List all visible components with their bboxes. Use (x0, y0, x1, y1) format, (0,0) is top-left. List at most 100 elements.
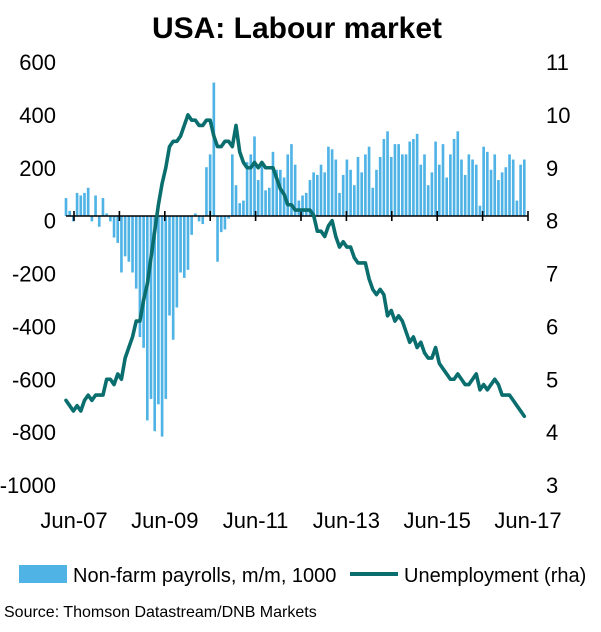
payrolls-bar (116, 216, 120, 243)
right-tick-label: 7 (546, 262, 558, 287)
right-tick-label: 8 (546, 209, 558, 234)
payrolls-bar (511, 159, 515, 216)
payrolls-bar (86, 187, 90, 216)
payrolls-bar (452, 139, 456, 216)
plot-area (64, 82, 529, 437)
payrolls-bar (364, 154, 367, 216)
x-tick-label: Jun-09 (131, 508, 198, 533)
source-note: Source: Thomson Datastream/DNB Markets (4, 604, 317, 621)
payrolls-bar (75, 192, 79, 216)
payrolls-bar (386, 131, 389, 216)
left-tick-label: 0 (44, 209, 56, 234)
payrolls-bar (120, 216, 123, 273)
payrolls-bar (223, 216, 227, 230)
legend-bars-label: Non-farm payrolls, m/m, 1000 (73, 565, 336, 587)
payrolls-bar (138, 216, 142, 338)
payrolls-bar (194, 213, 197, 216)
payrolls-bar (301, 195, 304, 216)
payrolls-bar (486, 151, 489, 216)
right-tick-label: 10 (546, 103, 570, 128)
right-tick-label: 11 (546, 50, 569, 75)
payrolls-bar (175, 216, 179, 308)
payrolls-bar (304, 192, 308, 216)
right-tick-label: 3 (546, 473, 558, 498)
payrolls-bar (212, 82, 216, 216)
left-tick-label: 400 (19, 103, 56, 128)
payrolls-bar (460, 159, 463, 216)
payrolls-bar (190, 216, 193, 235)
x-tick-label: Jun-11 (223, 508, 289, 533)
payrolls-bar (378, 156, 382, 216)
payrolls-bar (234, 185, 238, 216)
x-tick-label: Jun-07 (40, 508, 107, 533)
payrolls-bar (293, 164, 297, 216)
payrolls-bar (382, 139, 386, 216)
payrolls-bar (500, 172, 504, 216)
payrolls-bar (186, 216, 190, 270)
payrolls-bar (415, 133, 419, 216)
payrolls-bar (474, 164, 478, 216)
payrolls-bar (149, 216, 153, 399)
legend-line-label: Unemployment (rha) (404, 565, 586, 587)
payrolls-bar (201, 216, 205, 225)
payrolls-bar (231, 154, 234, 216)
payrolls-bar (127, 216, 131, 262)
payrolls-bar (441, 144, 445, 216)
payrolls-bar (404, 154, 408, 216)
payrolls-bar (131, 216, 134, 273)
payrolls-bar (397, 144, 400, 216)
right-tick-label: 9 (546, 156, 558, 181)
payrolls-bar (267, 187, 271, 216)
payrolls-bar (478, 205, 482, 216)
payrolls-bar (408, 141, 412, 216)
left-tick-label: -800 (12, 420, 56, 445)
payrolls-bar (471, 159, 474, 216)
payrolls-bar (482, 146, 485, 216)
payrolls-bar (253, 136, 256, 216)
payrolls-bar (360, 172, 363, 216)
payrolls-bar (489, 169, 493, 216)
payrolls-bar (216, 216, 219, 262)
left-axis-ticks: 600 400 200 0 -200 -400 -600 -800 -1000 (0, 50, 56, 498)
payrolls-bar (352, 185, 356, 216)
left-tick-label: -600 (12, 367, 56, 392)
x-tick-label: Jun-15 (404, 508, 471, 533)
payrolls-bar (290, 144, 293, 216)
payrolls-bar (238, 203, 242, 216)
right-axis-ticks: 11 10 9 8 7 6 5 4 3 (546, 50, 570, 498)
payrolls-bar (153, 216, 157, 432)
payrolls-bar (245, 162, 249, 216)
payrolls-bar (168, 216, 171, 316)
payrolls-bar (504, 167, 508, 216)
payrolls-bar (260, 162, 264, 216)
payrolls-bar (134, 216, 138, 289)
payrolls-bar (79, 195, 83, 216)
x-tick-label: Jun-17 (494, 508, 561, 533)
payrolls-bar (316, 174, 319, 216)
payrolls-bar (208, 154, 212, 216)
payrolls-bar (142, 216, 145, 348)
payrolls-bar (497, 180, 500, 216)
payrolls-bar (242, 200, 245, 216)
payrolls-bar (389, 156, 393, 216)
payrolls-bar (90, 216, 94, 222)
payrolls-bar (426, 185, 430, 216)
payrolls-bar (164, 216, 168, 399)
payrolls-bar (430, 172, 434, 216)
payrolls-bar (94, 195, 97, 216)
payrolls-bar (279, 169, 282, 216)
payrolls-bar (308, 180, 312, 216)
payrolls-bar (182, 216, 186, 278)
payrolls-bar (275, 169, 278, 216)
payrolls-bar (109, 216, 112, 222)
x-tick-label: Jun-13 (313, 508, 380, 533)
payrolls-bar (160, 216, 164, 437)
payrolls-bar (271, 151, 275, 216)
left-tick-label: -200 (12, 262, 56, 287)
payrolls-bar (341, 174, 345, 216)
payrolls-bar (197, 216, 201, 222)
payrolls-bar (83, 192, 86, 216)
unemployment-line (64, 113, 527, 419)
payrolls-bar (349, 169, 352, 216)
